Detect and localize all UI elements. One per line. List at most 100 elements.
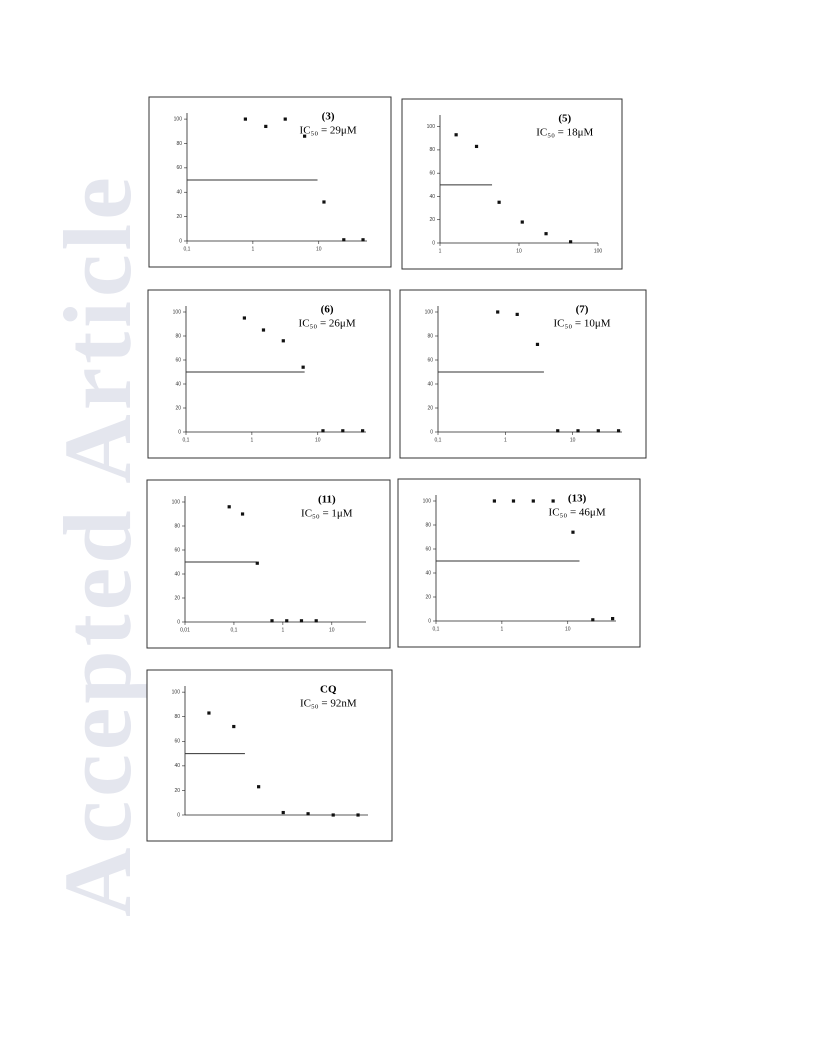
x-tick-label: 1: [439, 248, 442, 254]
data-point: [496, 310, 500, 314]
chart-frame: [148, 96, 392, 268]
data-point: [474, 144, 479, 149]
x-tick-label: 1: [281, 627, 284, 633]
data-point: [342, 238, 346, 242]
y-tick-label: 0: [428, 618, 431, 624]
y-tick-label: 40: [429, 194, 435, 200]
y-tick-label: 60: [174, 547, 180, 553]
y-tick-label: 0: [430, 429, 433, 435]
data-point: [576, 429, 580, 433]
y-tick-label: 0: [432, 240, 435, 246]
y-tick-label: 20: [427, 405, 433, 411]
x-tick-label: 1: [504, 437, 507, 443]
data-point: [306, 812, 310, 816]
data-point: [322, 200, 326, 204]
data-point: [551, 499, 555, 503]
y-tick-label: 60: [175, 357, 181, 363]
data-point: [591, 618, 595, 622]
y-tick-label: 80: [174, 714, 180, 720]
chart-frame: [399, 289, 647, 459]
data-point: [492, 499, 496, 503]
data-point: [242, 316, 246, 320]
x-tick-label: 1: [500, 626, 503, 632]
y-tick-label: 100: [174, 116, 183, 122]
y-tick-label: 80: [429, 147, 435, 153]
data-point: [270, 619, 274, 623]
data-point: [611, 617, 615, 621]
chart-title: (6): [321, 304, 334, 316]
y-tick-label: 100: [423, 498, 432, 504]
data-point: [544, 232, 548, 236]
y-tick-label: 100: [173, 309, 182, 315]
y-tick-label: 100: [427, 124, 436, 130]
data-point: [331, 813, 335, 817]
x-tick-label: 0,1: [184, 246, 191, 252]
data-point: [281, 339, 285, 343]
data-point: [255, 561, 259, 565]
x-tick-label: 0,1: [183, 437, 190, 443]
y-tick-label: 100: [425, 309, 434, 315]
y-tick-label: 0: [177, 812, 180, 818]
y-tick-label: 20: [429, 217, 435, 223]
data-point: [257, 785, 261, 789]
y-tick-label: 100: [172, 499, 181, 505]
data-point: [556, 429, 560, 433]
x-tick-label: 1: [250, 437, 253, 443]
y-tick-label: 60: [429, 171, 435, 177]
y-tick-label: 60: [176, 165, 182, 171]
x-tick-label: 10: [516, 248, 522, 254]
chart-frame: [146, 479, 391, 649]
x-tick-label: 10: [570, 437, 576, 443]
chart-title: (3): [322, 111, 335, 123]
y-tick-label: 40: [427, 381, 433, 387]
y-tick-label: 40: [175, 381, 181, 387]
data-point: [616, 429, 621, 433]
data-point: [454, 133, 458, 137]
data-point: [240, 512, 245, 516]
data-point: [569, 240, 573, 244]
y-tick-label: 0: [177, 619, 180, 625]
x-tick-label: 0,1: [433, 626, 440, 632]
ic50-label: IC₅₀ = 92nM: [300, 698, 357, 710]
data-point: [321, 429, 325, 433]
y-tick-label: 60: [427, 357, 433, 363]
chart-title: (7): [576, 304, 589, 316]
data-point: [314, 619, 318, 623]
y-tick-label: 80: [175, 333, 181, 339]
y-tick-label: 20: [176, 214, 182, 220]
y-tick-label: 20: [175, 405, 181, 411]
y-tick-label: 20: [174, 788, 180, 794]
chart-frame: [146, 669, 393, 842]
data-point: [497, 200, 501, 204]
data-point: [227, 505, 231, 509]
x-tick-label: 10: [565, 626, 571, 632]
x-tick-label: 10: [316, 246, 322, 252]
data-point: [285, 619, 289, 623]
chart-frame: [401, 98, 623, 270]
x-tick-label: 10: [329, 627, 335, 633]
x-tick-label: 1: [251, 246, 254, 252]
x-tick-label: 0,1: [230, 627, 237, 633]
ic50-label: IC₅₀ = 18μM: [536, 127, 593, 139]
data-point: [261, 328, 266, 332]
y-tick-label: 80: [427, 333, 433, 339]
ic50-label: IC₅₀ = 1μM: [301, 508, 353, 520]
ic50-label: IC₅₀ = 10μM: [554, 318, 611, 330]
data-point: [341, 429, 345, 433]
y-tick-label: 100: [172, 689, 181, 695]
y-tick-label: 60: [425, 546, 431, 552]
chart-frame: [397, 478, 641, 648]
x-tick-label: 0,01: [180, 627, 190, 633]
y-tick-label: 20: [174, 595, 180, 601]
watermark: Accepted Article: [44, 173, 151, 917]
y-tick-label: 0: [178, 429, 181, 435]
chart-frame: [147, 289, 391, 459]
data-point: [361, 238, 365, 242]
data-point: [535, 342, 540, 346]
data-point: [232, 724, 236, 729]
data-point: [511, 499, 516, 503]
data-point: [515, 312, 519, 316]
y-tick-label: 60: [174, 739, 180, 745]
